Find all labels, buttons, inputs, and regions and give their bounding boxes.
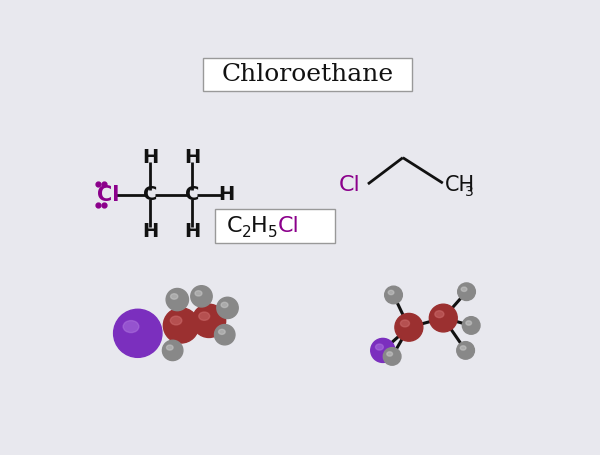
Ellipse shape	[400, 320, 409, 327]
Ellipse shape	[457, 342, 475, 359]
Text: Cl: Cl	[97, 185, 119, 205]
Ellipse shape	[170, 316, 182, 325]
Text: H: H	[251, 216, 268, 236]
Ellipse shape	[123, 321, 139, 333]
Ellipse shape	[385, 286, 403, 304]
FancyBboxPatch shape	[215, 208, 335, 243]
Text: C: C	[227, 216, 242, 236]
FancyBboxPatch shape	[203, 58, 412, 91]
Ellipse shape	[192, 304, 226, 338]
Text: 3: 3	[465, 185, 474, 199]
Ellipse shape	[460, 346, 466, 350]
Ellipse shape	[388, 290, 394, 295]
Text: H: H	[142, 222, 158, 241]
Ellipse shape	[170, 293, 178, 299]
Ellipse shape	[218, 329, 225, 334]
Ellipse shape	[461, 287, 467, 292]
Text: Cl: Cl	[339, 176, 361, 195]
Ellipse shape	[458, 283, 475, 300]
Text: CH: CH	[445, 176, 475, 195]
Text: C: C	[185, 185, 199, 204]
Ellipse shape	[191, 286, 212, 307]
Text: C: C	[143, 185, 158, 204]
Ellipse shape	[466, 321, 472, 325]
Ellipse shape	[163, 340, 183, 360]
Ellipse shape	[217, 297, 238, 318]
Ellipse shape	[376, 344, 383, 350]
Ellipse shape	[430, 304, 457, 332]
Ellipse shape	[435, 311, 444, 318]
Text: H: H	[184, 222, 200, 241]
Text: H: H	[184, 148, 200, 167]
Ellipse shape	[199, 312, 209, 320]
Ellipse shape	[166, 345, 173, 350]
Ellipse shape	[395, 313, 423, 341]
Ellipse shape	[383, 348, 401, 365]
Text: Cl: Cl	[277, 216, 299, 236]
Ellipse shape	[221, 302, 228, 308]
Ellipse shape	[215, 324, 235, 345]
Text: 5: 5	[268, 225, 278, 240]
Ellipse shape	[195, 291, 202, 296]
Ellipse shape	[166, 288, 188, 311]
Ellipse shape	[163, 308, 199, 343]
Ellipse shape	[463, 317, 480, 334]
Ellipse shape	[371, 339, 395, 363]
Text: H: H	[218, 185, 234, 204]
Ellipse shape	[387, 352, 392, 356]
Text: Chloroethane: Chloroethane	[221, 63, 394, 86]
Text: H: H	[142, 148, 158, 167]
Ellipse shape	[113, 309, 162, 357]
Text: 2: 2	[242, 225, 251, 240]
